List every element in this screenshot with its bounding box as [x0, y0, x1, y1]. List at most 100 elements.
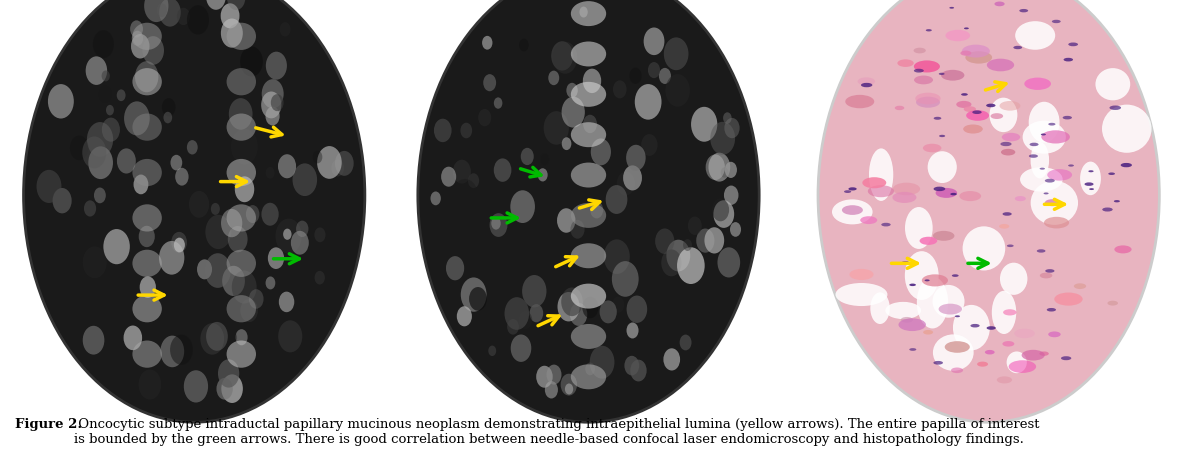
- Ellipse shape: [963, 227, 1005, 271]
- Ellipse shape: [266, 167, 274, 179]
- Ellipse shape: [713, 200, 734, 228]
- Ellipse shape: [720, 167, 729, 178]
- Ellipse shape: [545, 381, 558, 399]
- Ellipse shape: [1089, 170, 1093, 172]
- Ellipse shape: [184, 370, 208, 403]
- Ellipse shape: [488, 345, 497, 356]
- Ellipse shape: [606, 185, 627, 214]
- Ellipse shape: [117, 89, 126, 101]
- Ellipse shape: [939, 135, 945, 137]
- Ellipse shape: [132, 340, 162, 368]
- Ellipse shape: [494, 158, 511, 182]
- Ellipse shape: [280, 22, 291, 36]
- Ellipse shape: [1000, 263, 1028, 295]
- Ellipse shape: [511, 335, 531, 362]
- Ellipse shape: [1060, 356, 1071, 360]
- Ellipse shape: [206, 322, 228, 351]
- Ellipse shape: [571, 82, 606, 107]
- Ellipse shape: [275, 219, 301, 254]
- Ellipse shape: [537, 366, 553, 388]
- Ellipse shape: [1046, 308, 1056, 311]
- Ellipse shape: [892, 192, 917, 203]
- Ellipse shape: [933, 361, 943, 365]
- Ellipse shape: [117, 148, 135, 173]
- Ellipse shape: [226, 68, 257, 95]
- Ellipse shape: [491, 217, 500, 230]
- Ellipse shape: [53, 188, 72, 213]
- Ellipse shape: [583, 115, 597, 133]
- Ellipse shape: [317, 146, 341, 179]
- Ellipse shape: [82, 137, 106, 168]
- Ellipse shape: [882, 223, 891, 227]
- Ellipse shape: [1030, 143, 1038, 146]
- Ellipse shape: [1048, 169, 1072, 181]
- Ellipse shape: [548, 71, 559, 85]
- Ellipse shape: [1064, 58, 1073, 61]
- Ellipse shape: [932, 285, 964, 318]
- Ellipse shape: [723, 112, 732, 123]
- Ellipse shape: [1044, 192, 1049, 194]
- Ellipse shape: [960, 50, 971, 56]
- Ellipse shape: [132, 204, 162, 232]
- Ellipse shape: [963, 124, 983, 133]
- Ellipse shape: [849, 188, 857, 191]
- Ellipse shape: [519, 311, 532, 329]
- Ellipse shape: [132, 23, 162, 50]
- Ellipse shape: [226, 204, 257, 232]
- Ellipse shape: [659, 68, 671, 84]
- Ellipse shape: [956, 101, 971, 108]
- Ellipse shape: [919, 237, 937, 245]
- Ellipse shape: [661, 249, 681, 276]
- Ellipse shape: [634, 84, 661, 120]
- Ellipse shape: [1003, 212, 1012, 216]
- Ellipse shape: [106, 105, 114, 115]
- Ellipse shape: [157, 3, 167, 17]
- Ellipse shape: [677, 247, 705, 284]
- Ellipse shape: [590, 346, 614, 379]
- Ellipse shape: [953, 305, 990, 350]
- Ellipse shape: [36, 170, 61, 203]
- Ellipse shape: [591, 138, 611, 165]
- Ellipse shape: [94, 188, 106, 203]
- Ellipse shape: [1006, 351, 1026, 373]
- Ellipse shape: [718, 247, 740, 277]
- Ellipse shape: [1113, 200, 1119, 202]
- Ellipse shape: [1023, 121, 1066, 153]
- Ellipse shape: [135, 61, 159, 92]
- Ellipse shape: [910, 284, 916, 286]
- Ellipse shape: [950, 7, 955, 9]
- Ellipse shape: [999, 101, 1020, 111]
- Ellipse shape: [228, 98, 253, 130]
- Ellipse shape: [261, 92, 281, 118]
- Ellipse shape: [869, 148, 893, 201]
- Ellipse shape: [936, 188, 957, 198]
- Ellipse shape: [867, 185, 893, 197]
- Ellipse shape: [434, 118, 452, 142]
- Ellipse shape: [139, 226, 155, 247]
- Ellipse shape: [845, 95, 875, 108]
- Ellipse shape: [177, 8, 189, 25]
- Ellipse shape: [453, 160, 471, 183]
- Ellipse shape: [82, 326, 105, 355]
- Ellipse shape: [1110, 105, 1121, 110]
- Ellipse shape: [1069, 43, 1078, 46]
- Ellipse shape: [540, 153, 550, 165]
- Ellipse shape: [1115, 246, 1131, 253]
- Ellipse shape: [666, 240, 690, 271]
- Ellipse shape: [860, 83, 872, 87]
- Ellipse shape: [945, 341, 970, 353]
- Ellipse shape: [278, 321, 302, 352]
- Ellipse shape: [860, 216, 877, 224]
- Ellipse shape: [227, 0, 245, 10]
- Ellipse shape: [850, 269, 873, 280]
- Ellipse shape: [132, 295, 162, 322]
- Ellipse shape: [724, 118, 739, 138]
- Ellipse shape: [452, 179, 478, 214]
- Ellipse shape: [197, 259, 212, 279]
- Ellipse shape: [965, 51, 992, 64]
- Ellipse shape: [1042, 130, 1070, 143]
- Ellipse shape: [313, 151, 322, 163]
- Ellipse shape: [1006, 245, 1013, 247]
- Ellipse shape: [997, 376, 1012, 384]
- Ellipse shape: [483, 36, 492, 49]
